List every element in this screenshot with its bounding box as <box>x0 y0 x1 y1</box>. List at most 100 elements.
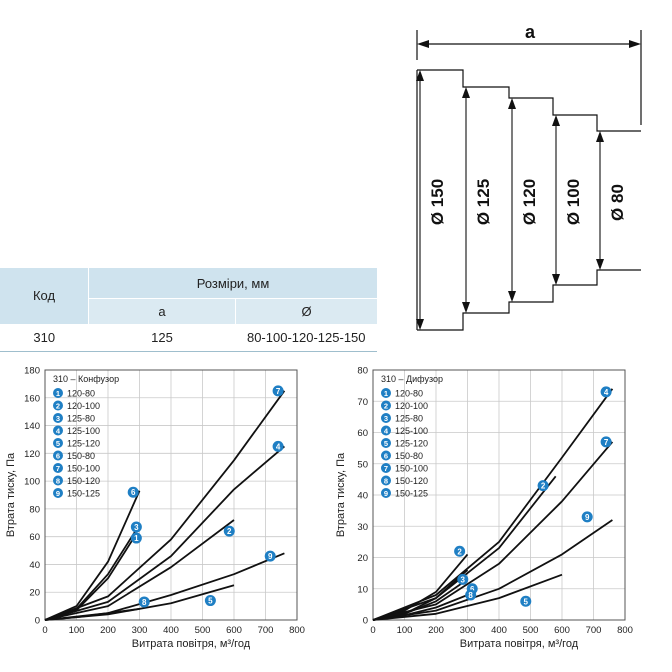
y-tick-label: 0 <box>363 616 368 627</box>
legend-label: 125-120 <box>67 439 100 449</box>
y-tick-label: 10 <box>357 584 368 595</box>
x-tick-label: 600 <box>226 625 242 636</box>
x-tick-label: 800 <box>289 625 305 636</box>
curve-badge-number: 5 <box>208 597 213 606</box>
legend-badge-number: 7 <box>56 464 60 473</box>
legend-badge-number: 1 <box>384 389 388 398</box>
curve-badge <box>272 440 284 452</box>
table-header-a: a <box>88 298 236 324</box>
y-tick-label: 60 <box>357 428 368 439</box>
reducer-profile-top <box>417 69 641 132</box>
table-header-dimensions: Розміри, мм <box>88 268 377 299</box>
legend-badge <box>53 463 63 473</box>
curve-badge <box>537 480 549 492</box>
y-tick-label: 120 <box>24 449 40 460</box>
legend-label: 125-100 <box>395 426 428 436</box>
legend-badge <box>53 475 63 486</box>
curve-badge-number: 2 <box>457 547 462 556</box>
y-tick-label: 20 <box>29 588 40 599</box>
y-tick-label: 0 <box>35 616 40 627</box>
legend-badge <box>381 425 391 436</box>
y-tick-label: 80 <box>357 366 368 377</box>
legend-label: 150-125 <box>67 489 100 499</box>
y-tick-label: 40 <box>29 560 40 571</box>
curve-badge-number: 6 <box>470 585 475 594</box>
x-tick-label: 200 <box>100 625 116 636</box>
legend-label: 125-80 <box>395 414 423 424</box>
series-line-2 <box>44 519 235 621</box>
curve-badge-number: 4 <box>276 442 281 451</box>
x-tick-label: 500 <box>523 625 539 636</box>
curve-badge-number: 1 <box>134 534 139 543</box>
legend-badge-number: 9 <box>56 489 60 498</box>
y-axis-label: Втрата тиску, Па <box>5 452 17 537</box>
legend-badge <box>53 425 63 436</box>
x-tick-label: 100 <box>69 625 85 636</box>
legend-badge-number: 2 <box>384 402 388 411</box>
curve-badge-number: 3 <box>461 575 466 584</box>
legend-badge <box>381 400 391 411</box>
y-tick-label: 80 <box>29 504 40 515</box>
legend-label: 150-100 <box>67 464 100 474</box>
legend-badge-number: 9 <box>384 489 388 498</box>
legend-label: 125-120 <box>395 439 428 449</box>
curve-badge-number: 9 <box>585 513 590 522</box>
curve-badge <box>272 385 284 397</box>
legend-label: 120-100 <box>67 401 100 411</box>
diameter-label: Ø 125 <box>474 179 493 225</box>
series-line-5 <box>372 573 563 621</box>
curve-badge <box>130 532 142 544</box>
y-tick-label: 50 <box>357 459 368 470</box>
y-tick-label: 140 <box>24 421 40 432</box>
legend-label: 150-100 <box>395 464 428 474</box>
curve-badge-number: 5 <box>524 597 529 606</box>
chart-title: 310 – Конфузор <box>53 374 119 384</box>
y-tick-label: 70 <box>357 397 368 408</box>
curve-badge-number: 2 <box>227 527 232 536</box>
legend-badge <box>381 413 391 423</box>
curve-badge <box>457 573 469 585</box>
x-axis-label: Витрата повітря, м³/год <box>132 638 251 650</box>
legend-badge <box>381 438 391 448</box>
series-line-7 <box>44 390 286 621</box>
table-cell-a: 125 <box>88 324 236 352</box>
legend-badge-number: 6 <box>384 452 388 461</box>
curve-badge <box>520 595 532 607</box>
curve-badge <box>581 511 593 523</box>
legend-badge <box>381 475 391 486</box>
legend-label: 120-80 <box>395 389 423 399</box>
y-tick-label: 40 <box>357 491 368 502</box>
legend-label: 150-80 <box>395 451 423 461</box>
dimension-a-label: a <box>525 22 536 42</box>
x-tick-label: 500 <box>195 625 211 636</box>
legend-badge <box>381 450 391 461</box>
legend-label: 125-80 <box>67 414 95 424</box>
legend-label: 150-120 <box>67 476 100 486</box>
legend-badge-number: 3 <box>384 414 388 423</box>
legend-badge-number: 8 <box>56 477 60 486</box>
series-line-2 <box>372 475 557 621</box>
x-tick-label: 800 <box>617 625 633 636</box>
table-cell-code: 310 <box>0 324 89 352</box>
legend-badge-number: 1 <box>56 389 60 398</box>
y-tick-label: 180 <box>24 366 40 377</box>
y-tick-label: 20 <box>357 553 368 564</box>
diameter-label: Ø 80 <box>608 184 627 221</box>
table-header-code: Код <box>0 268 89 325</box>
legend-badge <box>53 413 63 423</box>
legend-badge <box>381 463 391 473</box>
curve-badge <box>204 595 216 607</box>
legend-badge-number: 8 <box>384 477 388 486</box>
y-tick-label: 60 <box>29 532 40 543</box>
curve-badge-number: 2 <box>541 482 546 491</box>
series-line-7 <box>372 441 614 621</box>
curve-badge-number: 3 <box>134 523 139 532</box>
curve-badge-number: 7 <box>276 387 281 396</box>
y-axis-label: Втрата тиску, Па <box>335 452 347 537</box>
y-tick-label: 30 <box>357 522 368 533</box>
plot-frame <box>372 369 626 621</box>
legend-label: 120-100 <box>395 401 428 411</box>
curve-badge <box>465 589 477 601</box>
curve-badge <box>264 550 276 562</box>
